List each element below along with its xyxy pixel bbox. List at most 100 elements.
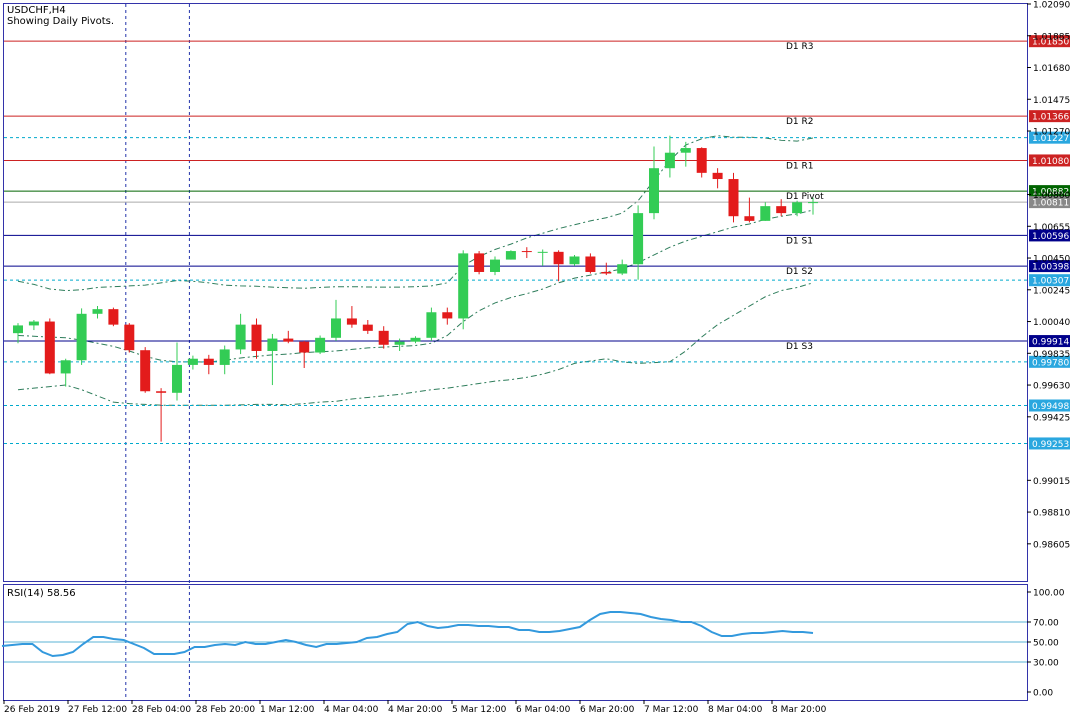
x-tick-label-3: 28 Feb 20:00	[196, 705, 255, 715]
y-tick-label-3: 1.01475	[1033, 96, 1070, 106]
candle-21	[346, 306, 357, 328]
candle-body	[44, 321, 55, 374]
candle-0	[13, 323, 23, 344]
candle-body	[601, 271, 612, 274]
rsi-line	[1, 611, 814, 658]
bollinger-bands	[17, 135, 814, 406]
y-tick-label-15: 0.98605	[1033, 540, 1070, 550]
candle-11	[187, 355, 198, 370]
pivot-value-2: 1.01080	[1032, 157, 1069, 167]
current-price-tag	[1029, 196, 1070, 209]
x-tick-label-8: 6 Mar 04:00	[516, 705, 571, 715]
pivot-value-6: 0.99914	[1032, 338, 1069, 348]
pivot-name-4: D1 S1	[786, 236, 813, 246]
candle-body	[696, 148, 707, 173]
x-tick-label-4: 1 Mar 12:00	[260, 705, 315, 715]
candle-body	[331, 318, 341, 338]
candle-3	[60, 358, 71, 387]
candle-19	[315, 335, 326, 355]
candle-body	[633, 213, 644, 265]
candle-body	[760, 206, 771, 221]
candle-body	[776, 206, 787, 214]
candle-20	[331, 299, 341, 341]
candle-body	[553, 251, 564, 265]
candle-body	[792, 202, 803, 214]
candle-30	[490, 256, 500, 276]
y-tick-label-12: 0.99425	[1033, 413, 1070, 423]
y-tick-label-7: 1.00450	[1033, 255, 1070, 265]
candle-16	[267, 333, 278, 386]
candle-body	[267, 338, 278, 351]
pivot-name-1: D1 R2	[786, 117, 814, 127]
pivot-tag-1	[1029, 110, 1070, 123]
rsi-title: RSI(14) 58.56	[7, 588, 76, 599]
x-tick-label-0: 26 Feb 2019	[4, 705, 60, 715]
main-plot-frame	[3, 3, 1028, 582]
y-tick-label-0: 1.02090	[1033, 1, 1070, 11]
dashed-level-label-4: 0.99253	[1032, 440, 1069, 450]
pivot-name-0: D1 R3	[786, 42, 814, 52]
candle-body	[474, 253, 485, 272]
chart-subtitle: Showing Daily Pivots.	[7, 16, 114, 27]
candle-body	[13, 325, 23, 334]
grid-layer	[125, 4, 190, 700]
rsi-indicator	[1, 611, 1027, 663]
candle-body	[808, 202, 818, 204]
candle-body	[490, 259, 500, 272]
candle-body	[299, 341, 310, 353]
pivot-levels: D1 R3 D1 R2 D1 R1 D1 Pivot D1 S1 D1 S2 D1 S3	[4, 40, 1027, 444]
candle-12	[203, 354, 214, 375]
candle-body	[235, 324, 246, 350]
y-tick-label-11: 0.99630	[1033, 382, 1070, 392]
band-upper	[17, 135, 814, 292]
candle-body	[426, 312, 437, 338]
candle-body	[172, 364, 182, 393]
candle-45	[728, 172, 739, 223]
candle-46	[744, 197, 755, 223]
dashed-level-tag-3	[1029, 399, 1070, 412]
pivot-tag-5	[1029, 260, 1070, 273]
x-tick-label-1: 27 Feb 12:00	[68, 705, 127, 715]
pivot-name-5: D1 S2	[786, 267, 813, 277]
candle-37	[601, 262, 612, 276]
dashed-level-tag-1	[1029, 274, 1070, 287]
candle-41	[664, 135, 675, 178]
candle-body	[728, 179, 739, 217]
y-tick-label-10: 0.99835	[1033, 350, 1070, 360]
candle-14	[235, 313, 246, 355]
dashed-level-tag-4	[1029, 437, 1070, 450]
candle-body	[251, 324, 262, 351]
candle-10	[172, 342, 182, 401]
candle-33	[537, 249, 548, 266]
candle-body	[315, 337, 326, 353]
pivot-value-4: 1.00596	[1032, 232, 1069, 242]
rsi-y-tick-label-0: 100.00	[1033, 589, 1065, 599]
pivot-tag-6	[1029, 335, 1070, 348]
x-tick-label-7: 5 Mar 12:00	[452, 705, 507, 715]
candle-36	[585, 253, 596, 274]
dashed-level-label-1: 1.00307	[1032, 277, 1069, 287]
pivot-name-6: D1 S3	[786, 342, 813, 352]
candle-body	[617, 264, 628, 274]
candle-body	[156, 391, 167, 393]
y-tick-label-6: 1.00655	[1033, 223, 1070, 233]
y-tick-label-8: 1.00245	[1033, 286, 1070, 296]
candle-body	[410, 337, 421, 342]
chart-title: USDCHF,H4	[7, 5, 66, 16]
x-tick-label-12: 8 Mar 20:00	[772, 705, 827, 715]
candle-34	[553, 250, 564, 282]
candle-body	[537, 251, 548, 253]
candle-38	[617, 259, 628, 276]
dashed-level-tag-0	[1029, 131, 1070, 144]
candle-18	[299, 340, 310, 369]
candle-39	[633, 205, 644, 280]
candle-27	[442, 307, 453, 325]
candle-40	[649, 146, 659, 220]
x-tick-label-5: 4 Mar 04:00	[324, 705, 379, 715]
candle-body	[569, 256, 580, 265]
candle-32	[521, 247, 532, 259]
x-tick-label-2: 28 Feb 04:00	[132, 705, 191, 715]
candle-35	[569, 254, 580, 266]
candle-26	[426, 307, 437, 341]
